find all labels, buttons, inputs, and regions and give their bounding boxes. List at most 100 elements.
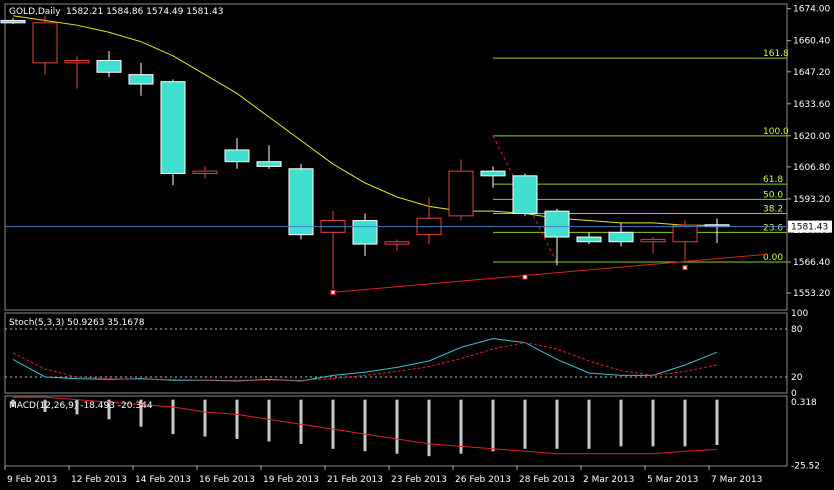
- candle-body-bearish: [288, 168, 314, 236]
- time-tick-label: 5 Mar 2013: [647, 475, 698, 485]
- macd-histogram-bar: [555, 399, 559, 449]
- candle: [448, 159, 474, 221]
- fibonacci-retracement[interactable]: 161.8 100.0 61.8 50.0 38.2 23.6 0.00: [492, 49, 789, 264]
- candle: [64, 55, 90, 89]
- price-tick-label: 1647.20: [793, 68, 830, 78]
- price-tick-label: 1593.20: [793, 195, 830, 205]
- fib-level-label: 100.0: [763, 127, 789, 137]
- candle: [0, 18, 26, 25]
- candle: [192, 166, 218, 179]
- stochastic-lines: [5, 328, 787, 382]
- macd-histogram-bar: [683, 399, 687, 447]
- candle-body-bearish: [352, 220, 378, 245]
- price-axis: 1674.00 1660.40 1647.20 1633.60 1620.00 1606.…: [787, 5, 830, 299]
- fib-level-label: 161.8: [763, 49, 789, 59]
- candle-body-bullish: [640, 238, 666, 243]
- macd-histogram-bar: [715, 399, 719, 446]
- candle: [384, 239, 410, 252]
- stochastic-tick-label: 20: [791, 373, 803, 383]
- candle: [128, 62, 154, 96]
- macd-histogram-bar: [619, 399, 623, 447]
- trendline-anchor-marker[interactable]: [330, 289, 336, 295]
- time-tick-label: 12 Feb 2013: [71, 475, 127, 485]
- support-trendline[interactable]: [332, 253, 766, 293]
- macd-histogram-bar: [11, 399, 15, 408]
- stochastic-title: Stoch(5,3,3) 50.9263 35.1678: [9, 318, 145, 328]
- candle-body-bearish: [160, 81, 186, 174]
- macd-axis: 0.318 -25.52: [791, 398, 820, 471]
- time-tick-label: 14 Feb 2013: [135, 475, 191, 485]
- fib-level-label: 23.6: [763, 223, 783, 233]
- stochastic-tick-label: 100: [791, 309, 808, 319]
- fib-level-label: 61.8: [763, 175, 783, 185]
- candle-body-bearish: [608, 231, 634, 243]
- price-tick-label: 1633.60: [793, 100, 830, 110]
- macd-histogram-bar: [395, 399, 399, 454]
- macd-histogram-bar: [363, 399, 367, 452]
- time-tick-label: 21 Feb 2013: [327, 475, 383, 485]
- stochastic-tick-label: 80: [791, 325, 803, 335]
- candle: [256, 145, 282, 169]
- stochastic-signal-line: [12, 342, 718, 381]
- macd-histogram-bar: [203, 399, 207, 437]
- time-tick-label: 19 Feb 2013: [263, 475, 319, 485]
- macd-histogram-bar: [107, 399, 111, 420]
- chart-title: GOLD,Daily: [9, 7, 61, 17]
- macd-histogram-bar: [139, 399, 143, 427]
- stochastic-panel-border: [4, 312, 788, 394]
- candle: [288, 164, 314, 240]
- candle-body-bearish: [128, 74, 154, 85]
- trendline-anchor-marker[interactable]: [522, 274, 528, 280]
- trendline[interactable]: [330, 253, 766, 295]
- time-tick-label: 23 Feb 2013: [391, 475, 447, 485]
- moving-average: [12, 15, 717, 226]
- candle-body-bullish: [448, 170, 474, 217]
- trendline-anchor-marker[interactable]: [682, 265, 688, 271]
- candle: [512, 173, 538, 216]
- macd-histogram-bar: [235, 399, 239, 439]
- candle: [32, 15, 58, 75]
- macd-histogram-bar: [523, 399, 527, 449]
- macd-signal-line: [13, 396, 718, 455]
- candle: [96, 51, 122, 77]
- macd-histogram-bar: [331, 399, 335, 449]
- stochastic-panel[interactable]: Stoch(5,3,3) 50.9263 35.1678: [4, 312, 788, 394]
- candle-body-bearish: [480, 170, 506, 177]
- macd-histogram-bar: [43, 399, 47, 412]
- candle-body-bullish: [672, 224, 698, 243]
- time-tick-label: 7 Mar 2013: [711, 475, 762, 485]
- time-tick-label: 16 Feb 2013: [199, 475, 255, 485]
- macd-histogram-bar: [459, 399, 463, 454]
- fib-level-label: 50.0: [763, 190, 783, 200]
- macd-histogram-bar: [267, 399, 271, 442]
- candle: [576, 232, 602, 245]
- candle-body-bearish: [96, 59, 122, 73]
- macd-panel-border: [4, 395, 788, 467]
- candle-body-bullish: [32, 22, 58, 64]
- candle: [672, 220, 698, 261]
- macd-histogram-bar: [491, 399, 495, 452]
- time-tick-label: 26 Feb 2013: [455, 475, 511, 485]
- macd-histogram: [11, 396, 719, 457]
- price-tick-label: 1674.00: [793, 5, 830, 15]
- price-tick-label: 1606.80: [793, 163, 830, 173]
- macd-title: MACD(12,26,9) -18.493 -20.344: [9, 401, 153, 411]
- time-tick-label: 9 Feb 2013: [7, 475, 57, 485]
- time-axis: 9 Feb 2013 12 Feb 2013 14 Feb 2013 16 Feb 2…: [4, 466, 762, 485]
- macd-panel[interactable]: MACD(12,26,9) -18.493 -20.344: [4, 395, 788, 467]
- price-tick-label: 1620.00: [793, 132, 830, 142]
- current-price-badge: 1581.43: [788, 220, 832, 233]
- price-tick-label: 1566.40: [793, 258, 830, 268]
- candle-body-bullish: [384, 241, 410, 245]
- macd-histogram-bar: [299, 399, 303, 444]
- candle-body-bearish: [224, 149, 250, 163]
- time-tick-label: 28 Feb 2013: [519, 475, 575, 485]
- macd-tick-label: 0.318: [791, 398, 817, 408]
- current-price-label: 1581.43: [791, 223, 828, 233]
- candle: [544, 208, 570, 266]
- candle: [480, 166, 506, 188]
- price-panel[interactable]: 161.8 100.0 61.8 50.0 38.2 23.6 0.00 GOLD,Dail…: [0, 3, 789, 311]
- candle-body-bearish: [544, 210, 570, 238]
